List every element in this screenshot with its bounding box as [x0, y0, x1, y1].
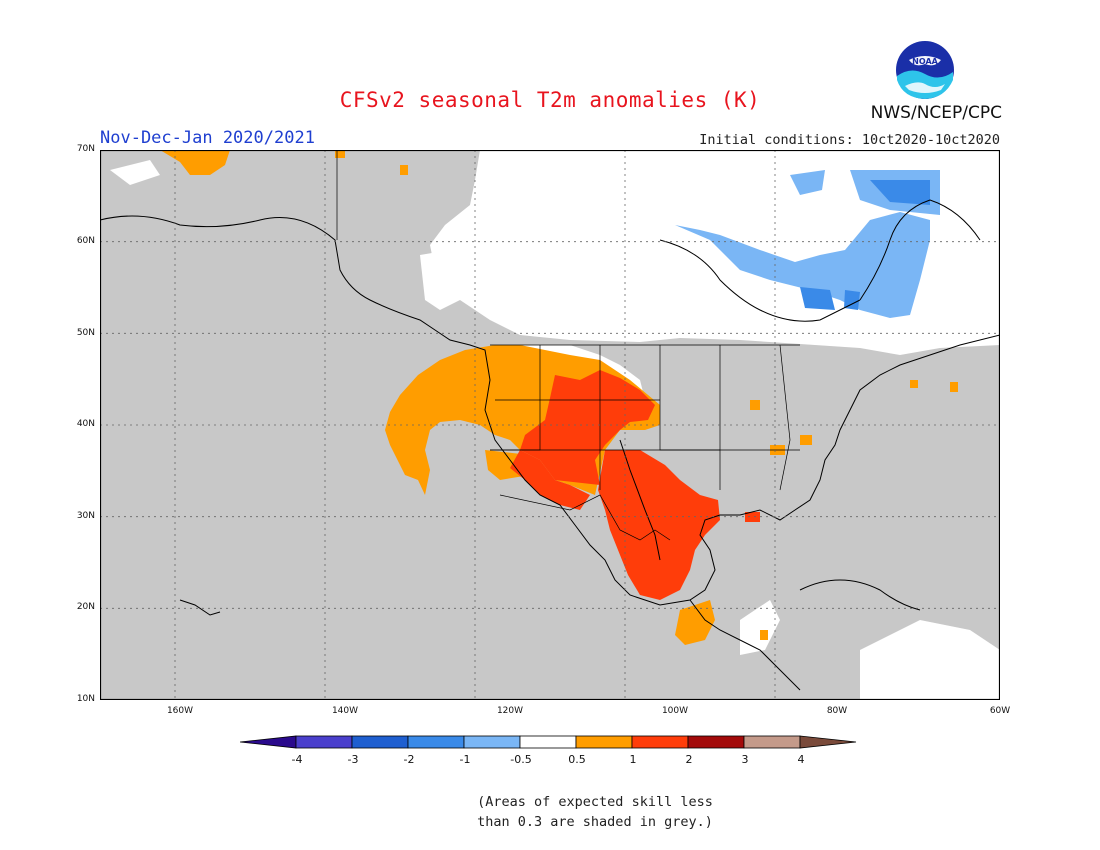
agency-label: NWS/NCEP/CPC — [870, 103, 1002, 123]
legend-color-cell — [351, 735, 409, 749]
lon-label-80w: 80W — [826, 706, 848, 716]
map-frame — [100, 150, 1000, 700]
footnote: (Areas of expected skill less than 0.3 a… — [0, 792, 1100, 832]
lat-label-70n: 70N — [76, 144, 95, 154]
legend-arrow-low — [240, 735, 297, 749]
legend-label: -2 — [403, 753, 415, 766]
legend-label: -4 — [291, 753, 303, 766]
legend-label: 0.5 — [568, 753, 586, 766]
lon-label-120w: 120W — [496, 706, 524, 716]
noaa-logo-text: NOAA — [912, 57, 938, 66]
legend-label: 1 — [629, 753, 637, 766]
forecast-period: Nov-Dec-Jan 2020/2021 — [100, 128, 315, 148]
legend-label: -0.5 — [510, 753, 532, 766]
legend-color-cell — [575, 735, 633, 749]
lat-label-60n: 60N — [76, 236, 95, 246]
lon-label-140w: 140W — [331, 706, 359, 716]
footnote-line-1: (Areas of expected skill less — [477, 794, 713, 810]
lon-label-60w: 60W — [989, 706, 1011, 716]
color-legend — [240, 735, 857, 749]
legend-label: 2 — [685, 753, 693, 766]
footnote-line-2: than 0.3 are shaded in grey.) — [477, 814, 713, 830]
legend-arrow-high — [799, 735, 857, 749]
legend-color-cell — [631, 735, 689, 749]
lon-label-160w: 160W — [166, 706, 194, 716]
legend-color-cell — [743, 735, 801, 749]
noaa-logo-icon: NOAA — [896, 41, 954, 99]
lon-label-100w: 100W — [661, 706, 689, 716]
graticule — [100, 150, 1000, 700]
legend-label: 4 — [797, 753, 805, 766]
legend-label: -1 — [459, 753, 471, 766]
below-normal-regions — [675, 170, 940, 318]
lat-label-40n: 40N — [76, 419, 95, 429]
legend-color-cell — [295, 735, 353, 749]
anomaly-map — [100, 150, 1000, 700]
lat-label-50n: 50N — [76, 328, 95, 338]
strong-above-normal-regions — [510, 370, 760, 600]
legend-color-cell — [519, 735, 577, 749]
legend-color-cell — [407, 735, 465, 749]
initial-conditions: Initial conditions: 10ct2020-10ct2020 — [699, 132, 1000, 148]
political-boundaries — [336, 150, 800, 541]
lat-label-10n: 10N — [76, 694, 95, 704]
coastlines — [100, 199, 1000, 691]
chart-title: CFSv2 seasonal T2m anomalies (K) — [339, 88, 761, 112]
legend-color-cell — [463, 735, 521, 749]
legend-label: -3 — [347, 753, 359, 766]
legend-label: 3 — [741, 753, 749, 766]
legend-color-cell — [687, 735, 745, 749]
lat-label-20n: 20N — [76, 602, 95, 612]
lat-label-30n: 30N — [76, 511, 95, 521]
